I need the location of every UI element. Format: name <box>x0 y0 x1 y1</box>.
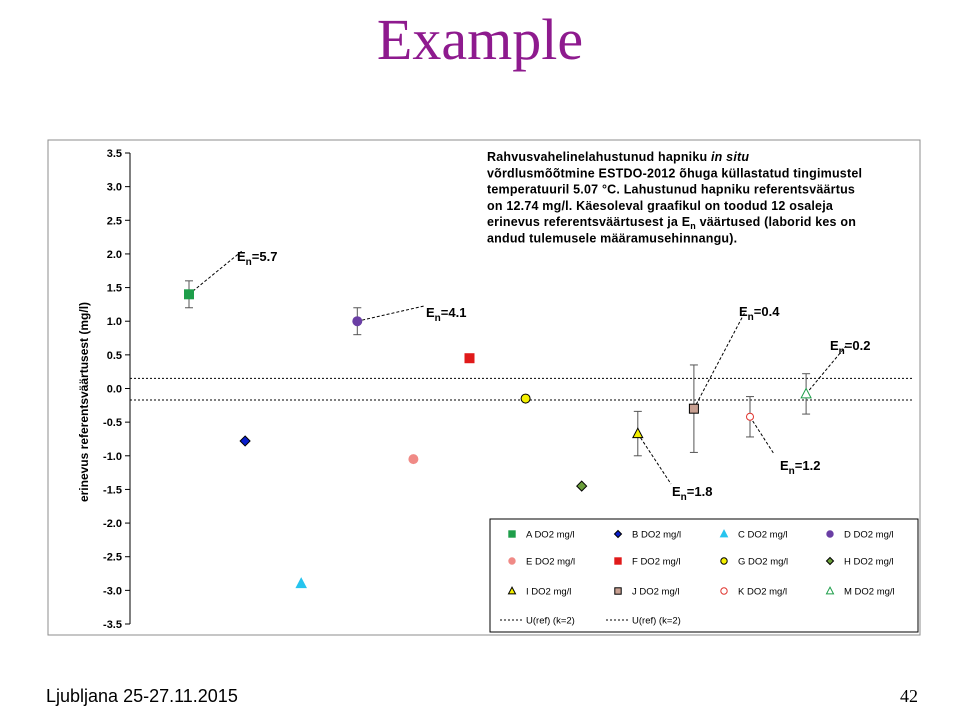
point-k <box>746 412 754 421</box>
description-line: temperatuuril 5.07 °C. Lahustunud hapnik… <box>487 183 855 197</box>
legend-marker <box>508 557 516 565</box>
legend: A DO2 mg/l B DO2 mg/l C DO2 mg/l D DO2 mg/l… <box>489 518 919 633</box>
y-axis-label: erinevus referentsväärtusest (mg/l) <box>77 302 91 502</box>
y-tick-label: 1.0 <box>107 316 122 328</box>
point-f <box>464 353 475 364</box>
point-m <box>800 387 812 399</box>
y-tick-label: -2.5 <box>103 552 122 564</box>
description-line: andud tulemusele määramusehinnangu). <box>487 232 737 246</box>
y-axis: 3.5 3.0 2.5 2.0 1.5 1.0 0.5 0.0 -0.5 -1.0 -1.5 -2.0… <box>103 148 131 631</box>
legend-marker <box>720 587 728 595</box>
annotation-leader-line <box>357 305 425 322</box>
y-tick-label: 2.0 <box>107 249 122 261</box>
en-label-k: En=1.2 <box>780 458 820 477</box>
legend-label: G DO2 mg/l <box>738 557 788 568</box>
legend-label: K DO2 mg/l <box>738 587 787 598</box>
y-tick-label: 3.5 <box>107 148 122 160</box>
en-label-d: En=4.1 <box>426 305 466 324</box>
legend-label: U(ref) (k=2) <box>632 616 681 627</box>
y-tick-label: -3.0 <box>103 585 122 597</box>
point-e <box>408 454 419 465</box>
legend-label: U(ref) (k=2) <box>526 616 575 627</box>
legend-marker <box>614 557 622 565</box>
point-i <box>632 427 644 439</box>
legend-box <box>489 518 919 633</box>
annotation-leader-line <box>188 250 243 295</box>
annotation-leader-line <box>637 433 672 485</box>
en-label-a: En=5.7 <box>237 249 277 268</box>
legend-marker <box>614 587 622 595</box>
point-g <box>520 393 531 404</box>
point-c <box>295 577 307 589</box>
point-h <box>576 480 588 492</box>
annotation-leader-line <box>805 345 847 395</box>
annotation-leader-line <box>749 416 775 455</box>
chart-description: Rahvusvahelinelahustunud hapniku in situ… <box>487 150 862 246</box>
legend-marker <box>825 586 835 595</box>
en-annotations: En=5.7 En=4.1 En=0.4 En=0.2 En=1.2 En=1.8 <box>188 249 870 503</box>
legend-label: A DO2 mg/l <box>526 530 575 541</box>
y-tick-label: -1.5 <box>103 484 122 496</box>
en-label-i: En=1.8 <box>672 484 712 503</box>
point-d <box>352 316 363 327</box>
legend-label: D DO2 mg/l <box>844 530 894 541</box>
page-number: 42 <box>900 686 918 706</box>
legend-label: J DO2 mg/l <box>632 587 680 598</box>
legend-marker <box>825 556 835 566</box>
y-tick-label: -1.0 <box>103 451 122 463</box>
annotation-leader-line <box>693 311 746 409</box>
legend-marker <box>613 529 623 539</box>
description-line: võrdlusmõõtmine ESTDO-2012 õhuga küllast… <box>487 166 862 180</box>
legend-label: F DO2 mg/l <box>632 557 681 568</box>
legend-label: I DO2 mg/l <box>526 587 571 598</box>
legend-marker <box>719 529 729 538</box>
legend-label: M DO2 mg/l <box>844 587 895 598</box>
y-tick-label: 2.5 <box>107 215 122 227</box>
legend-label: C DO2 mg/l <box>738 530 788 541</box>
en-label-j: En=0.4 <box>739 304 780 323</box>
description-line: on 12.74 mg/l. Käesoleval graafikul on t… <box>487 199 834 213</box>
description-line: erinevus referentsväärtusest ja En väärt… <box>487 215 856 231</box>
y-tick-label: 3.0 <box>107 182 122 194</box>
y-tick-label: 1.5 <box>107 283 122 295</box>
point-j <box>688 403 699 414</box>
y-tick-label: -0.5 <box>103 417 122 429</box>
en-label-m: En=0.2 <box>830 338 870 357</box>
legend-label: B DO2 mg/l <box>632 530 681 541</box>
point-a <box>184 289 194 300</box>
legend-marker <box>507 586 517 595</box>
data-points <box>184 280 812 589</box>
y-tick-label: -2.0 <box>103 518 122 530</box>
legend-marker <box>720 557 728 565</box>
y-tick-label: 0.5 <box>107 350 122 362</box>
legend-label: H DO2 mg/l <box>844 557 894 568</box>
description-line: Rahvusvahelinelahustunud hapniku in situ <box>487 150 749 164</box>
y-tick-label: 0.0 <box>107 384 122 396</box>
legend-marker <box>508 530 516 538</box>
footer-location-date: Ljubljana 25-27.11.2015 <box>46 686 238 706</box>
legend-label: E DO2 mg/l <box>526 557 575 568</box>
legend-marker <box>826 530 834 538</box>
y-tick-label: -3.5 <box>103 619 122 631</box>
point-b <box>239 435 251 447</box>
slide-title: Example <box>376 7 584 72</box>
